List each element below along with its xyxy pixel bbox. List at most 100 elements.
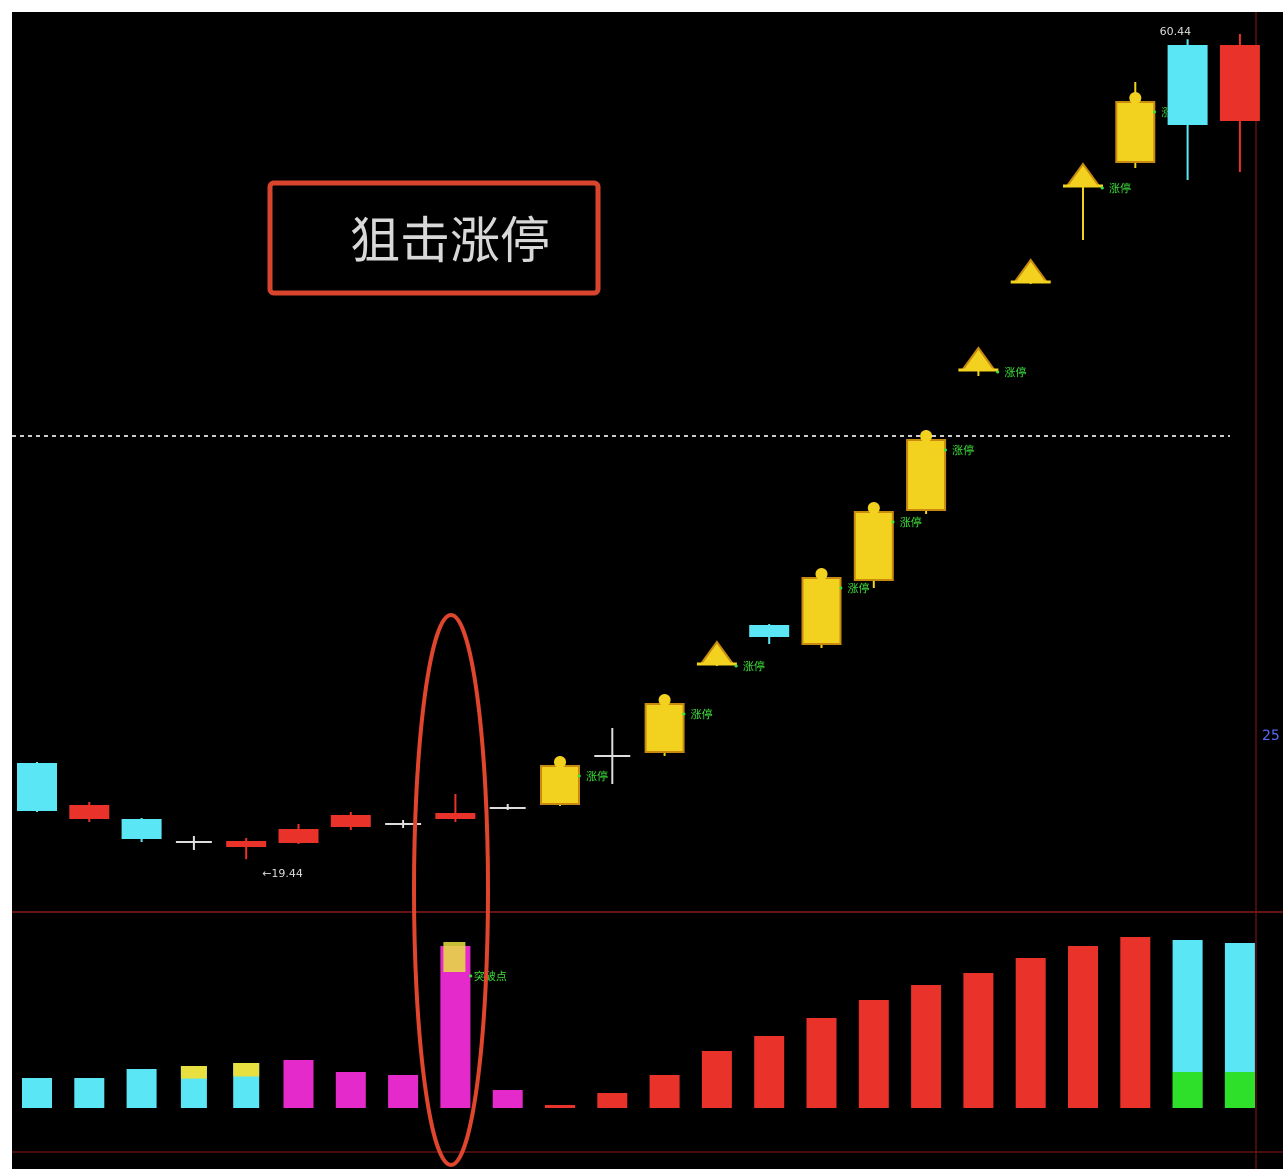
volume-bar (858, 1000, 889, 1108)
candle (1219, 34, 1260, 172)
candle (749, 624, 790, 644)
axis-tick-25: 25 (1262, 728, 1280, 744)
volume-bar (388, 1075, 419, 1108)
volume-bar-body (1015, 958, 1046, 1108)
volume-bar (1120, 937, 1151, 1108)
candle-body (1167, 45, 1208, 125)
volume-bar (180, 1066, 207, 1108)
annotation-layer: 狙击涨停 25 (267, 180, 1280, 1167)
volume-bar-body (1120, 937, 1151, 1108)
limit-up-cap (658, 694, 671, 706)
volume-bar-body (126, 1069, 157, 1108)
candle (121, 818, 162, 842)
volume-bar-body (911, 985, 942, 1108)
limit-up-cap (920, 430, 933, 442)
volume-bar (754, 1036, 785, 1108)
volume-bar (126, 1069, 157, 1108)
candle: • 涨停 (696, 640, 765, 673)
candle-body (226, 841, 267, 847)
volume-bar-body (963, 973, 994, 1108)
volume-bar-body (754, 1036, 785, 1108)
volume-bar (963, 973, 994, 1108)
candle-body (749, 625, 790, 637)
volume-bar-body (597, 1093, 628, 1108)
volume-bar: •突破点 (440, 942, 507, 1108)
candle-body (1115, 101, 1156, 163)
title-box (267, 180, 601, 296)
candle: • 涨停 (958, 346, 1026, 379)
candle: 60.44 (1160, 25, 1208, 180)
candle-body (121, 819, 162, 839)
limit-up-cap (815, 568, 828, 580)
volume-bar-body (74, 1078, 105, 1108)
limit-up-tag: • 涨停 (890, 515, 922, 529)
volume-bar (283, 1060, 314, 1108)
candle (17, 762, 57, 812)
candle-body (69, 805, 110, 819)
volume-bar-body (335, 1072, 366, 1108)
candle: ←19.44 (226, 838, 303, 880)
volume-bar-base (1224, 1072, 1255, 1108)
volume-bar (22, 1078, 52, 1108)
volume-bar (701, 1051, 732, 1108)
volume-bar-body (649, 1075, 680, 1108)
volume-bar-body (492, 1090, 523, 1108)
limit-up-tag: • 涨停 (838, 581, 870, 595)
volume-bar-body (440, 946, 471, 1108)
candle-body (906, 439, 947, 511)
candle (278, 824, 319, 844)
volume-bar (335, 1072, 366, 1108)
candle-body (330, 815, 371, 827)
volume-bar-base (1172, 1072, 1203, 1108)
low-price-label: ←19.44 (262, 867, 303, 880)
volume-bar (911, 985, 942, 1108)
candle-body (435, 813, 476, 819)
limit-up-cap (554, 756, 566, 768)
limit-up-tag: • 涨停 (942, 443, 974, 457)
candle-series: ←19.44• 涨停• 涨停• 涨停• 涨停• 涨停• 涨停• 涨停• 涨停• … (17, 25, 1260, 880)
limit-up-tag: • 涨停 (576, 769, 608, 783)
limit-up-tag: • 涨停 (1099, 181, 1131, 195)
volume-bar (1172, 940, 1203, 1108)
volume-bar-body (806, 1018, 837, 1108)
candle-body (801, 577, 842, 645)
volume-bar (1224, 943, 1255, 1108)
high-price-label: 60.44 (1160, 25, 1192, 38)
limit-up-cap (1129, 92, 1142, 104)
candle (69, 802, 110, 822)
limit-up-tag: • 涨停 (681, 707, 713, 721)
volume-bar (233, 1063, 260, 1108)
candle: • 涨停 (853, 502, 922, 588)
title-text: 狙击涨停 (350, 212, 550, 270)
candle (1010, 258, 1051, 284)
volume-series: •突破点 (22, 937, 1255, 1108)
volume-bar (1015, 958, 1046, 1108)
candle-body (278, 829, 319, 843)
candle (435, 794, 476, 822)
volume-bar-body (858, 1000, 889, 1108)
candle: • 涨停 (644, 694, 713, 756)
volume-bar-body (545, 1105, 575, 1108)
candle: • 涨停 (1063, 162, 1131, 240)
volume-bar-body (1068, 946, 1098, 1108)
limit-up-tag: • 涨停 (733, 659, 765, 673)
volume-bar (1068, 946, 1098, 1108)
candle-body (17, 763, 57, 811)
volume-bar-top (233, 1063, 260, 1077)
volume-bar-body (22, 1078, 52, 1108)
candle-body (1219, 45, 1260, 121)
candle: • 涨停 (540, 756, 608, 806)
volume-bar-body (388, 1075, 419, 1108)
candle-body (540, 765, 580, 805)
candle (594, 728, 631, 784)
candle-body (644, 703, 685, 753)
volume-bar (649, 1075, 680, 1108)
volume-bar (545, 1105, 575, 1108)
breakout-marker (443, 942, 466, 972)
candle (175, 836, 212, 850)
volume-bar (597, 1093, 628, 1108)
volume-bar-body (283, 1060, 314, 1108)
volume-bar-top (180, 1066, 207, 1079)
candle: • 涨停 (801, 568, 870, 648)
